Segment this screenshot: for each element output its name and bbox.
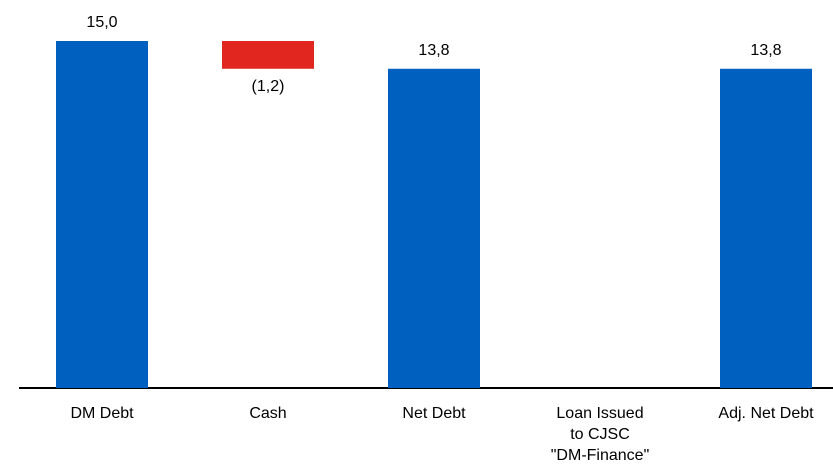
x-tick-label: DM Debt [70,405,134,422]
x-tick-label: Net Debt [402,405,466,422]
bar [720,68,812,388]
x-tick-label: Adj. Net Debt [718,405,814,422]
bar [56,41,148,388]
value-label: (1,2) [252,78,285,95]
value-label: 15,0 [86,14,117,31]
value-label: 13,8 [750,42,781,59]
bar [222,41,314,69]
x-tick-label: Cash [249,405,287,422]
x-tick-label: Loan Issued to CJSC "DM-Finance" [550,405,650,464]
bar [388,68,480,388]
value-label: 13,8 [418,42,449,59]
